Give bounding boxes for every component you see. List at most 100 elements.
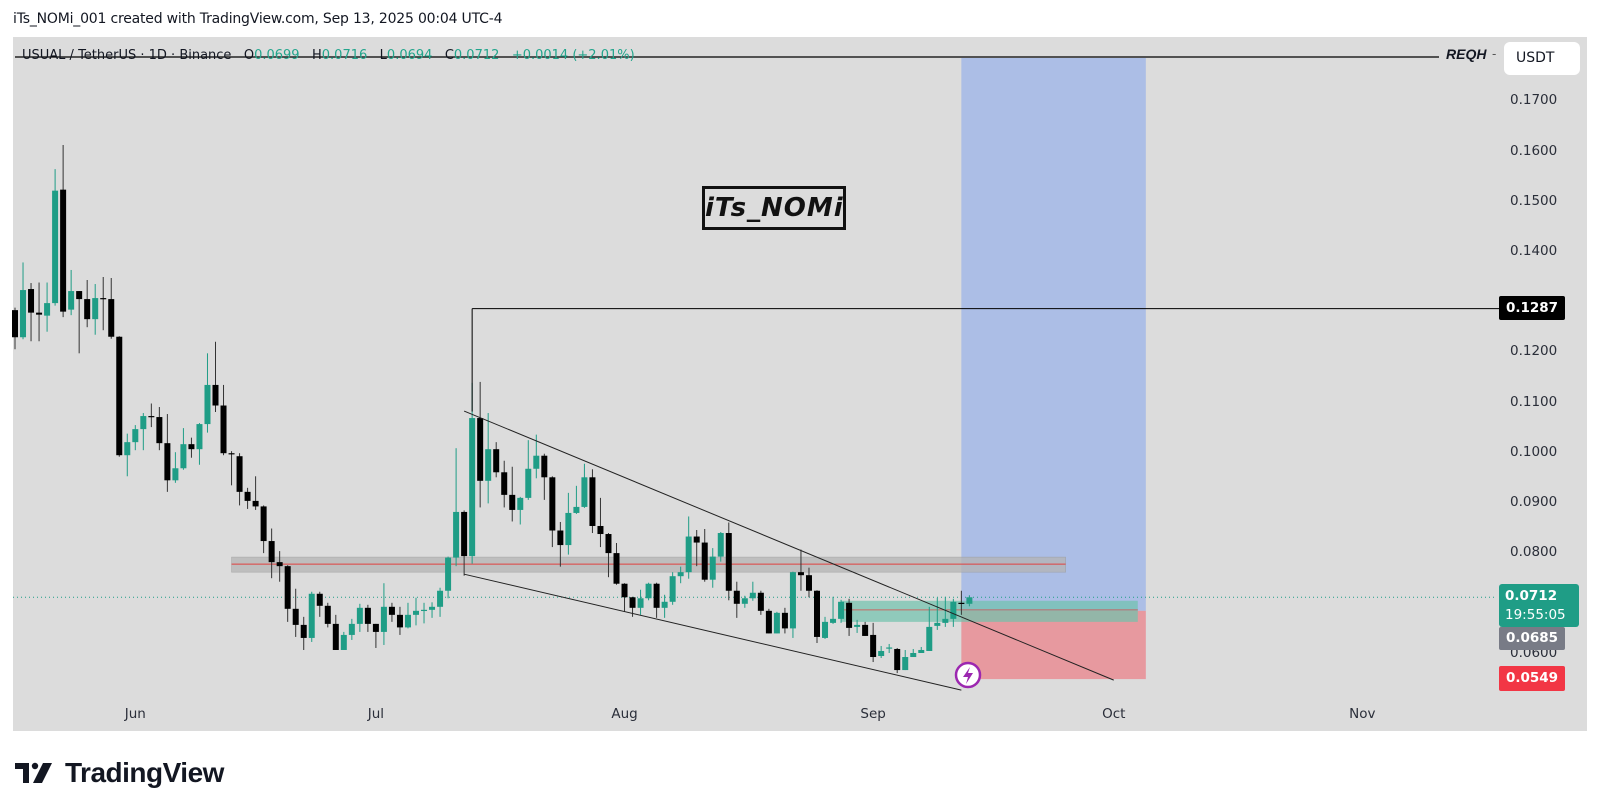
candle-body [701, 542, 708, 580]
candle-body [621, 583, 628, 598]
candle-body [188, 444, 195, 450]
candle-body [156, 417, 163, 444]
candle-body [396, 614, 403, 628]
candle-body [765, 610, 772, 634]
candle-body [902, 657, 909, 671]
candle-body [517, 497, 524, 510]
candle [108, 278, 115, 339]
tradingview-logo[interactable]: TradingView [15, 757, 224, 789]
price-tick: 0.1000 [1510, 443, 1558, 460]
currency-button[interactable]: USDT [1504, 42, 1580, 75]
candle [28, 283, 35, 342]
candle [902, 649, 909, 671]
candle-body [116, 336, 123, 456]
candle [396, 606, 403, 635]
candle-body [204, 384, 211, 425]
candle [501, 460, 508, 508]
candle-body [645, 583, 652, 599]
candle-body [228, 453, 235, 455]
candle [84, 280, 91, 328]
author-watermark: iTs_NOMi [702, 186, 846, 230]
open-label: O [243, 48, 255, 63]
candle [733, 581, 740, 618]
candle [910, 648, 917, 658]
candles-layer [12, 144, 973, 674]
candle-body [677, 572, 684, 577]
candle [276, 551, 283, 582]
candle-body [52, 190, 59, 304]
candle [757, 590, 764, 615]
candle [92, 284, 99, 335]
candle-body [805, 575, 812, 591]
candle-body [20, 290, 27, 338]
candle-body [789, 572, 796, 629]
candle [765, 608, 772, 634]
candle-body [404, 614, 411, 628]
candle-body [284, 566, 291, 609]
candle-body [36, 312, 43, 315]
candle [437, 587, 444, 617]
candle-body [413, 610, 419, 615]
candle [212, 341, 219, 413]
alert-lightning-icon[interactable] [954, 661, 982, 689]
symbol-legend[interactable]: USUAL / TetherUS · 1D · Binance O0.0699 … [22, 48, 635, 63]
candle-body [709, 556, 716, 580]
price-tick: 0.0800 [1510, 544, 1558, 561]
price-tick: 0.1700 [1510, 92, 1558, 109]
candle-body [164, 443, 171, 481]
candle [725, 522, 732, 601]
candle [52, 169, 59, 306]
candle-body [356, 607, 363, 624]
chart-credit: iTs_NOMi_001 created with TradingView.co… [13, 11, 503, 27]
stop-price-label: 0.0549 [1499, 666, 1565, 691]
symbol-info: USUAL / TetherUS · 1D · Binance [22, 48, 232, 63]
candle [60, 144, 67, 318]
candle [453, 448, 460, 567]
tradingview-logo-text: TradingView [65, 757, 224, 788]
candle-body [44, 303, 51, 316]
candle-body [693, 536, 700, 543]
candle-body [862, 624, 869, 636]
candle-body [28, 289, 35, 313]
change-value: +0.0014 (+2.01%) [511, 48, 635, 63]
candle-body [781, 612, 788, 629]
candle [966, 595, 973, 607]
last-price-label: 0.0712 19:55:05 [1499, 584, 1579, 627]
candle-body [589, 477, 596, 526]
entry-price-label: 0.0685 [1499, 627, 1565, 650]
high-value: 0.0716 [321, 48, 368, 63]
candle [942, 596, 949, 627]
candle [677, 566, 684, 584]
candle-body [894, 648, 901, 671]
candle [477, 381, 484, 508]
candle [597, 497, 604, 548]
candle-body [878, 650, 885, 657]
candle [557, 521, 564, 567]
candle [645, 582, 652, 601]
breakout-zone [841, 600, 1138, 622]
candle [164, 414, 171, 492]
low-label: L [379, 48, 387, 63]
indicator-tag[interactable]: REQH [1446, 46, 1487, 62]
candle [308, 591, 315, 642]
wedge-lower-line [464, 573, 962, 691]
bar-countdown: 19:55:05 [1505, 607, 1566, 623]
chart-panel[interactable] [13, 37, 1587, 731]
candle [445, 556, 452, 599]
candle-body [332, 623, 339, 650]
candle [324, 602, 331, 628]
candle-body [870, 634, 877, 658]
price-tick: 0.1200 [1510, 343, 1558, 360]
candle [292, 588, 299, 637]
last-price-value: 0.0712 [1505, 588, 1558, 604]
candle [372, 623, 379, 648]
candle [693, 530, 700, 567]
time-tick: Jul [367, 706, 385, 722]
candle [886, 643, 893, 653]
candle-body [565, 512, 572, 546]
candle-body [453, 511, 460, 558]
candle [805, 567, 812, 598]
candle [878, 645, 885, 659]
candle [854, 619, 861, 633]
